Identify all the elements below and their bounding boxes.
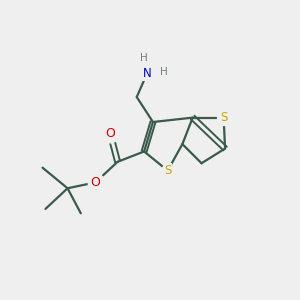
Text: S: S (164, 164, 171, 177)
Text: H: H (140, 53, 147, 63)
Text: H: H (160, 67, 168, 77)
Text: O: O (91, 176, 100, 189)
Text: S: S (220, 111, 227, 124)
Text: O: O (105, 127, 115, 140)
Text: N: N (143, 67, 152, 80)
